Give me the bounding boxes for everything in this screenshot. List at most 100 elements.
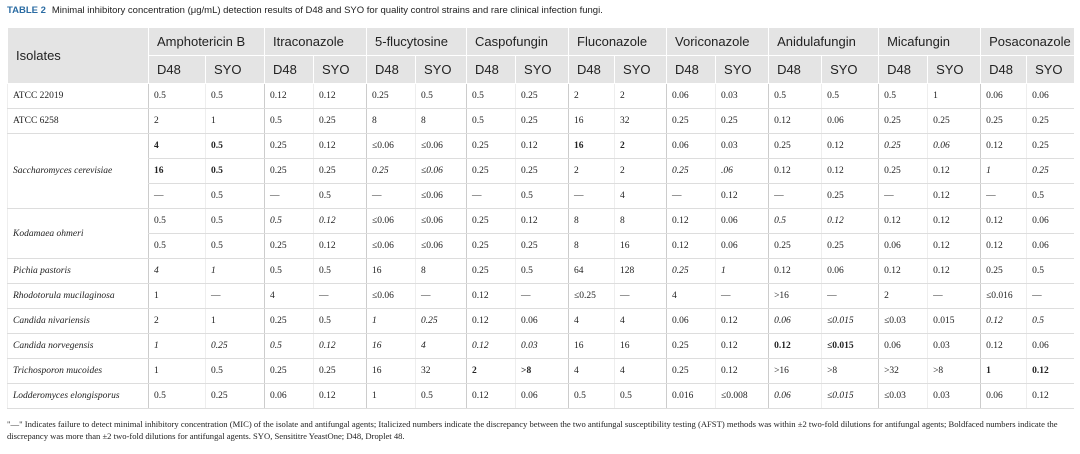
value-cell: 0.12 <box>980 333 1027 359</box>
value-cell: 0.5 <box>264 333 314 359</box>
value-cell: 16 <box>148 158 206 184</box>
column-header: Micafungin <box>878 28 981 56</box>
value-cell: 0.5 <box>415 83 467 109</box>
value-cell: 1 <box>366 308 416 334</box>
value-cell: 0.06 <box>878 233 928 259</box>
subcolumn-header: SYO <box>821 55 879 84</box>
value-cell: — <box>148 183 206 209</box>
value-cell: — <box>312 283 367 309</box>
value-cell: ≤0.06 <box>415 208 467 234</box>
subcolumn-header: D48 <box>980 55 1027 84</box>
column-header: Isolates <box>7 28 149 84</box>
isolate-cell: Candida norvegensis <box>7 333 149 359</box>
value-cell: 0.12 <box>715 308 769 334</box>
value-cell: — <box>366 183 416 209</box>
value-cell: >8 <box>821 358 879 384</box>
value-cell: 0.12 <box>515 208 569 234</box>
value-cell: 1 <box>205 308 265 334</box>
value-cell: 0.06 <box>768 383 822 409</box>
value-cell: 0.12 <box>312 383 367 409</box>
value-cell: 0.12 <box>715 183 769 209</box>
value-cell: 4 <box>614 308 667 334</box>
value-cell: 0.12 <box>980 133 1027 159</box>
table-row: ATCC 22019 0.5 0.5 0.12 0.12 0.25 0.5 0.5 0.25 2 2… <box>7 83 1074 109</box>
value-cell: 0.25 <box>1026 133 1074 159</box>
value-cell: 0.5 <box>205 83 265 109</box>
value-cell: — <box>415 283 467 309</box>
value-cell: 8 <box>568 208 615 234</box>
subcolumn-header: D48 <box>878 55 928 84</box>
isolate-cell: ATCC 6258 <box>7 108 149 134</box>
column-header: Fluconazole <box>568 28 667 56</box>
value-cell: 0.25 <box>1026 158 1074 184</box>
column-header: Amphotericin B <box>148 28 265 56</box>
value-cell: 2 <box>466 358 516 384</box>
subcolumn-header: SYO <box>927 55 981 84</box>
value-cell: 0.5 <box>205 133 265 159</box>
value-cell: ≤0.06 <box>415 158 467 184</box>
value-cell: 16 <box>568 133 615 159</box>
value-cell: 0.06 <box>1026 208 1074 234</box>
subcolumn-header: D48 <box>366 55 416 84</box>
value-cell: ≤0.015 <box>821 308 879 334</box>
value-cell: 0.06 <box>666 83 716 109</box>
value-cell: 0.25 <box>466 233 516 259</box>
value-cell: 4 <box>264 283 314 309</box>
value-cell: 0.12 <box>980 308 1027 334</box>
value-cell: 0.25 <box>515 108 569 134</box>
value-cell: — <box>466 183 516 209</box>
subcolumn-header: D48 <box>264 55 314 84</box>
value-cell: 0.5 <box>205 358 265 384</box>
value-cell: 0.25 <box>768 133 822 159</box>
table-head: Isolates Amphotericin B Itraconazole 5-fluc… <box>7 28 1074 84</box>
value-cell: 2 <box>568 158 615 184</box>
value-cell: 0.5 <box>312 258 367 284</box>
value-cell: 2 <box>568 83 615 109</box>
value-cell: 0.06 <box>1026 233 1074 259</box>
value-cell: 1 <box>205 108 265 134</box>
value-cell: 0.25 <box>515 158 569 184</box>
value-cell: 8 <box>568 233 615 259</box>
value-cell: 0.12 <box>666 233 716 259</box>
table-row: ATCC 6258 2 1 0.5 0.25 8 8 0.5 0.25 16 32 0.25 0.25 0… <box>7 108 1074 134</box>
value-cell: 0.12 <box>264 83 314 109</box>
value-cell: — <box>715 283 769 309</box>
table-row: 0.5 0.5 0.25 0.12 ≤0.06 ≤0.06 0.25 0.25 8 16 0.12 0… <box>8 233 1074 259</box>
value-cell: ≤0.015 <box>821 383 879 409</box>
value-cell: 0.12 <box>715 358 769 384</box>
value-cell: 0.12 <box>1026 383 1074 409</box>
table: Isolates Amphotericin B Itraconazole 5-fluc… <box>7 28 1074 409</box>
value-cell: 0.5 <box>466 108 516 134</box>
value-cell: 0.25 <box>515 83 569 109</box>
value-cell: 4 <box>614 183 667 209</box>
value-cell: 0.25 <box>312 108 367 134</box>
value-cell: — <box>666 183 716 209</box>
value-cell: — <box>980 183 1027 209</box>
value-cell: — <box>614 283 667 309</box>
value-cell: 0.25 <box>666 158 716 184</box>
value-cell: 0.12 <box>515 133 569 159</box>
table-body: ATCC 22019 0.5 0.5 0.12 0.12 0.25 0.5 0.5 0.25 2 2… <box>7 83 1074 409</box>
value-cell: 0.06 <box>515 383 569 409</box>
value-cell: 0.5 <box>205 183 265 209</box>
column-header: 5-flucytosine <box>366 28 467 56</box>
value-cell: ≤0.06 <box>415 233 467 259</box>
isolate-cell: Rhodotorula mucilaginosa <box>7 283 149 309</box>
value-cell: 0.06 <box>878 333 928 359</box>
value-cell: 0.03 <box>715 83 769 109</box>
value-cell: 0.06 <box>715 208 769 234</box>
value-cell: 0.25 <box>666 108 716 134</box>
value-cell: 0.016 <box>666 383 716 409</box>
value-cell: 0.5 <box>1026 258 1074 284</box>
value-cell: — <box>821 283 879 309</box>
value-cell: 2 <box>614 158 667 184</box>
value-cell: 0.25 <box>415 308 467 334</box>
table-row: Trichosporon mucoides 1 0.5 0.25 0.25 16 32 2 >8… <box>7 358 1074 384</box>
value-cell: 0.5 <box>614 383 667 409</box>
caption: TABLE 2 Minimal inhibitory concentration … <box>7 5 603 16</box>
value-cell: 0.5 <box>148 83 206 109</box>
value-cell: 4 <box>614 358 667 384</box>
value-cell: 2 <box>614 133 667 159</box>
value-cell: 0.25 <box>466 258 516 284</box>
